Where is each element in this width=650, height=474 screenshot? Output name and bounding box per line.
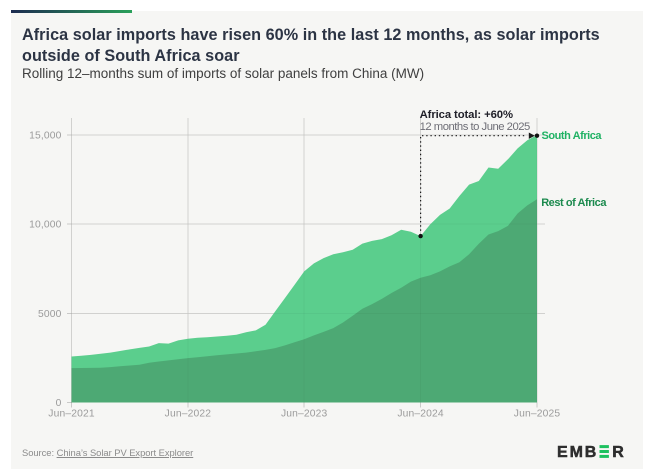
svg-text:EMB: EMB (557, 444, 598, 460)
svg-text:R: R (612, 444, 624, 460)
svg-text:15,000: 15,000 (29, 131, 62, 142)
svg-text:0: 0 (56, 398, 62, 409)
svg-text:10,000: 10,000 (29, 220, 62, 231)
svg-text:South Africa: South Africa (542, 130, 603, 142)
svg-text:12 months to June 2025: 12 months to June 2025 (420, 121, 530, 133)
svg-text:Jun–2025: Jun–2025 (514, 409, 561, 420)
svg-text:5000: 5000 (38, 309, 62, 320)
svg-text:Jun–2024: Jun–2024 (397, 409, 444, 420)
svg-text:Africa total: +60%: Africa total: +60% (420, 109, 513, 121)
svg-text:Rest of Africa: Rest of Africa (541, 197, 607, 209)
svg-text:Jun–2022: Jun–2022 (165, 409, 212, 420)
svg-text:Jun–2023: Jun–2023 (281, 409, 328, 420)
svg-text:Jun–2021: Jun–2021 (48, 409, 95, 420)
